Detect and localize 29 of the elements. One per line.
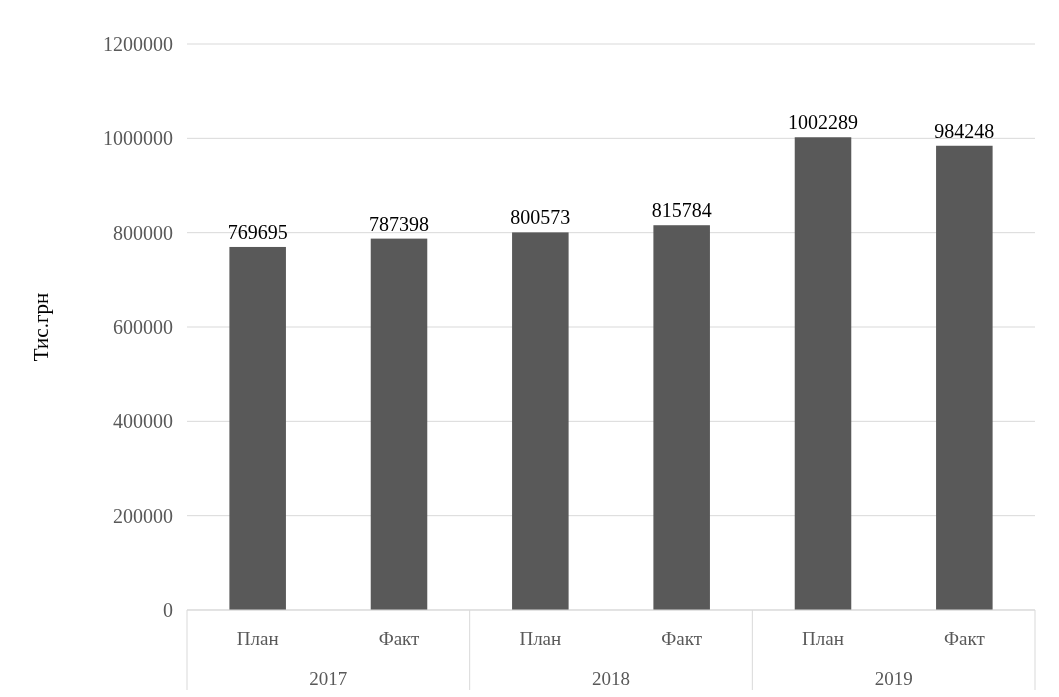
text: 2018 <box>592 667 630 689</box>
data-label: 815784 <box>651 199 712 222</box>
bar <box>512 232 569 610</box>
y-tick-label: 1000000 <box>103 127 173 150</box>
text: 2019 <box>874 667 913 689</box>
data-label: 1002289 <box>788 111 858 134</box>
data-label: 800573 <box>510 206 571 229</box>
data-label: 769695 <box>227 220 288 243</box>
x-tick-label: План <box>802 627 844 649</box>
y-tick-label: 400000 <box>113 410 173 433</box>
bar <box>229 246 286 610</box>
y-tick-label: 800000 <box>113 221 173 244</box>
y-tick-label: 0 <box>163 599 173 621</box>
x-tick-label: Факт <box>661 627 703 649</box>
y-tick-label: 200000 <box>113 504 173 527</box>
y-tick-label: 600000 <box>113 316 173 338</box>
data-label: 984248 <box>934 119 995 142</box>
x-tick-label: Факт <box>943 627 986 649</box>
x-tick-label: План <box>236 627 279 649</box>
bar <box>370 238 428 610</box>
x-tick-label: Факт <box>378 627 421 649</box>
x-tick-label: План <box>519 627 562 649</box>
data-label: 787398 <box>369 212 429 235</box>
bar <box>936 145 993 610</box>
text: 2017 <box>309 667 348 689</box>
y-tick-label: 1200000 <box>103 33 173 55</box>
bar <box>653 225 710 610</box>
bar <box>794 137 852 610</box>
y-axis-title: Тис.грн <box>29 292 53 362</box>
